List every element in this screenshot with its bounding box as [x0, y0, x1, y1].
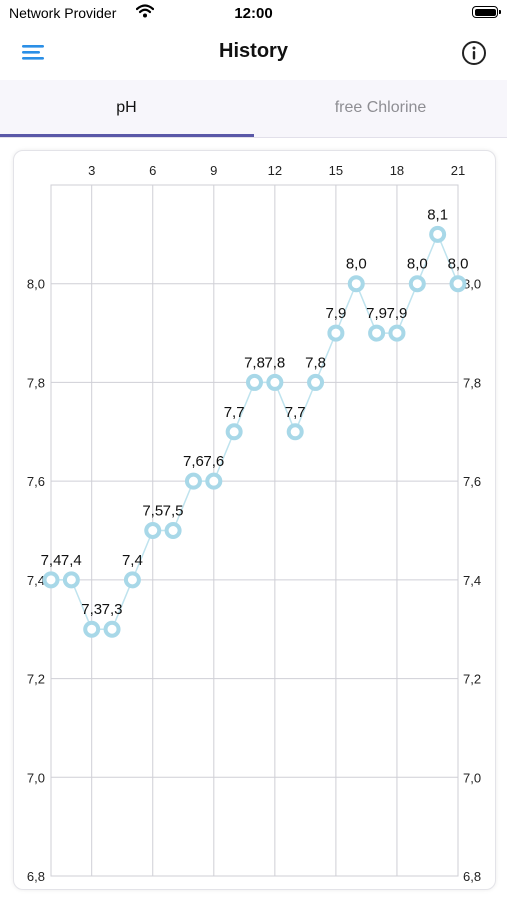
tab-ph[interactable]: pH: [116, 99, 137, 116]
navigation-bar: History: [0, 28, 507, 78]
data-label: 7,3: [81, 601, 102, 618]
data-point: [205, 472, 223, 490]
data-label: 8,0: [346, 256, 367, 273]
tab-bar: pH free Chlorine: [0, 80, 507, 138]
data-label: 7,9: [387, 305, 408, 322]
y-tick-label-right: 6,8: [463, 869, 481, 884]
x-tick-label: 6: [149, 163, 156, 178]
chart-card: 3 6 9 12 15 18 21 6,8 6,8 7,0 7,0 7,2 7,2 7,4 7,4 7,6 7,…: [13, 150, 496, 890]
y-tick-label-left: 6,8: [27, 869, 45, 884]
data-point: [225, 423, 243, 441]
y-tick-label-right: 8,0: [463, 277, 481, 292]
y-tick-label-right: 7,6: [463, 474, 481, 489]
data-point: [62, 571, 80, 589]
y-tick-label-left: 7,0: [27, 770, 45, 785]
page-title: History: [219, 40, 288, 62]
data-label: 7,4: [41, 552, 62, 569]
y-tick-label-left: 8,0: [27, 277, 45, 292]
data-label: 8,0: [407, 256, 428, 273]
data-label: 7,7: [285, 404, 306, 421]
data-label: 8,1: [427, 206, 448, 223]
data-point: [327, 324, 345, 342]
data-point: [144, 522, 162, 539]
data-point: [266, 373, 284, 391]
data-label: 7,4: [122, 552, 143, 569]
x-tick-label: 21: [451, 163, 465, 178]
data-label: 7,9: [366, 305, 387, 322]
data-point: [246, 373, 263, 391]
data-point: [449, 275, 467, 293]
y-tick-label-right: 7,0: [463, 770, 481, 785]
data-point: [388, 324, 406, 342]
data-point: [368, 324, 386, 342]
status-time: 12:00: [234, 5, 273, 22]
x-tick-label: 12: [268, 163, 282, 178]
data-label: 7,8: [244, 354, 265, 371]
data-label: 7,6: [183, 453, 204, 470]
info-icon[interactable]: [461, 40, 487, 66]
tab-indicator: [0, 134, 254, 137]
data-point: [408, 275, 426, 293]
x-tick-label: 3: [88, 163, 95, 178]
data-label: 7,4: [61, 552, 82, 569]
y-tick-label-left: 7,4: [27, 573, 45, 588]
battery-icon: [472, 6, 501, 18]
menu-icon[interactable]: [20, 40, 46, 64]
plot-border: [50, 184, 459, 877]
tab-free-chlorine[interactable]: free Chlorine: [334, 99, 427, 116]
data-point: [42, 571, 60, 589]
data-label: 7,8: [305, 354, 326, 371]
y-tick-label-left: 7,6: [27, 474, 45, 489]
y-tick-label-left: 7,8: [27, 375, 45, 390]
data-label: 7,5: [163, 503, 184, 520]
data-point: [184, 472, 202, 490]
ph-history-chart: 3 6 9 12 15 18 216,8 6,87,0 7,07,2 7,27,4 7,47,6 7,…: [27, 163, 481, 884]
data-point: [164, 522, 182, 539]
data-label: 7,9: [325, 305, 346, 322]
x-tick-label: 15: [329, 163, 343, 178]
data-label: 7,7: [224, 404, 245, 421]
data-label: 7,3: [102, 601, 123, 618]
carrier-name: Network Provider: [9, 5, 117, 21]
data-point: [123, 571, 141, 589]
y-tick-label-right: 7,2: [463, 672, 481, 687]
data-label: 7,8: [264, 354, 285, 371]
data-point: [286, 423, 304, 441]
status-bar: Network Provider 12:00: [0, 0, 507, 28]
data-point: [307, 373, 325, 391]
data-label: 8,0: [448, 256, 469, 273]
data-label: 7,5: [142, 503, 163, 520]
data-point: [347, 275, 365, 293]
data-point: [103, 620, 121, 638]
data-point: [429, 225, 447, 243]
y-tick-label-left: 7,2: [27, 672, 45, 687]
x-tick-label: 18: [390, 163, 404, 178]
y-tick-label-right: 7,4: [463, 573, 481, 588]
data-label: 7,6: [203, 453, 224, 470]
data-point: [83, 620, 101, 638]
y-tick-label-right: 7,8: [463, 375, 481, 390]
wifi-icon: [135, 4, 155, 21]
x-tick-label: 9: [210, 163, 217, 178]
